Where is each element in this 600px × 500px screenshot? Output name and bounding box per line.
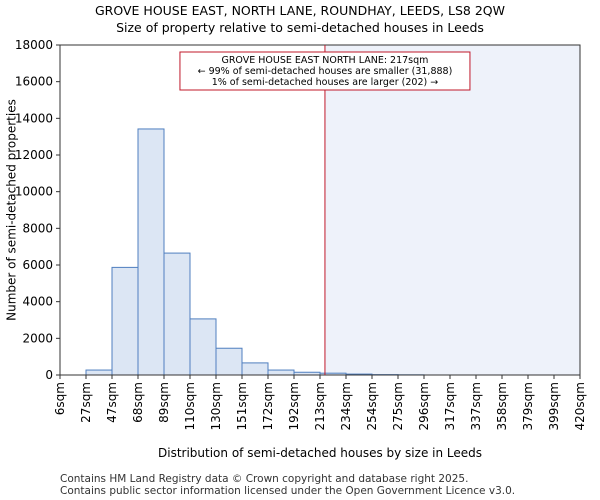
x-tick-label-379sqm: 379sqm <box>521 382 535 430</box>
plot-frame <box>59 44 581 376</box>
x-tick-label-275sqm: 275sqm <box>391 382 405 430</box>
bar-47sqm <box>111 266 139 376</box>
y-tick-label-10000: 10000 <box>15 185 53 199</box>
y-axis: 0 2000 4000 6000 8000 10000 12000 14000 16000 180… <box>15 38 60 382</box>
annotation-border <box>179 51 471 91</box>
x-tick-label-317sqm: 317sqm <box>443 382 457 430</box>
larger-region-highlight <box>324 45 580 375</box>
bar-110sqm <box>189 318 217 376</box>
x-tick-label-172sqm: 172sqm <box>261 382 275 430</box>
x-tick-label-192sqm: 192sqm <box>287 382 301 430</box>
bar-151sqm <box>241 362 269 376</box>
x-tick-label-27sqm: 27sqm <box>79 382 93 423</box>
y-tick-label-8000: 8000 <box>22 221 53 235</box>
chart-subtitle: Size of property relative to semi-detach… <box>116 20 484 35</box>
histogram-chart: GROVE HOUSE EAST, NORTH LANE, ROUNDHAY, … <box>5 3 588 460</box>
annotation-box: GROVE HOUSE EAST NORTH LANE: 217sqm ← 99… <box>179 51 471 91</box>
y-tick-label-18000: 18000 <box>15 38 53 52</box>
x-tick-label-68sqm: 68sqm <box>131 382 145 423</box>
x-tick-label-110sqm: 110sqm <box>183 382 197 430</box>
bar-172sqm <box>267 369 295 376</box>
x-tick-label-47sqm: 47sqm <box>105 382 119 423</box>
bar-89sqm <box>163 252 191 376</box>
x-tick-label-6sqm: 6sqm <box>53 382 67 415</box>
x-tick-label-399sqm: 399sqm <box>547 382 561 430</box>
y-tick-label-2000: 2000 <box>22 331 53 345</box>
x-tick-label-151sqm: 151sqm <box>235 382 249 430</box>
y-tick-label-4000: 4000 <box>22 295 53 309</box>
annotation-line-2: ← 99% of semi-detached houses are smalle… <box>198 66 453 77</box>
y-tick-label-0: 0 <box>45 368 53 382</box>
y-axis-label: Number of semi-detached properties <box>5 99 19 321</box>
x-tick-label-358sqm: 358sqm <box>495 382 509 430</box>
x-axis-label: Distribution of semi-detached houses by … <box>158 446 482 460</box>
annotation-line-1: GROVE HOUSE EAST NORTH LANE: 217sqm <box>221 55 428 66</box>
x-tick-label-213sqm: 213sqm <box>313 382 327 430</box>
y-tick-label-12000: 12000 <box>15 148 53 162</box>
chart-title: GROVE HOUSE EAST, NORTH LANE, ROUNDHAY, … <box>95 3 505 18</box>
footer-copyright: Contains HM Land Registry data © Crown c… <box>60 473 469 485</box>
x-tick-label-130sqm: 130sqm <box>209 382 223 430</box>
annotation-line-3: 1% of semi-detached houses are larger (2… <box>212 77 439 88</box>
x-tick-label-89sqm: 89sqm <box>157 382 171 423</box>
x-tick-label-337sqm: 337sqm <box>469 382 483 430</box>
y-tick-label-16000: 16000 <box>15 75 53 89</box>
x-tick-label-234sqm: 234sqm <box>339 382 353 430</box>
bars-group <box>85 128 425 376</box>
footer-licence: Contains public sector information licen… <box>60 485 516 497</box>
y-tick-label-14000: 14000 <box>15 111 53 125</box>
y-tick-label-6000: 6000 <box>22 258 53 272</box>
bar-68sqm <box>137 128 165 376</box>
bar-27sqm <box>85 369 113 376</box>
x-tick-label-296sqm: 296sqm <box>417 382 431 430</box>
x-tick-label-420sqm: 420sqm <box>573 382 587 430</box>
x-tick-label-254sqm: 254sqm <box>365 382 379 430</box>
bar-130sqm <box>215 347 243 376</box>
x-axis: 6sqm 27sqm 47sqm 68sqm 89sqm 110sqm 130sqm 151s… <box>53 375 587 430</box>
